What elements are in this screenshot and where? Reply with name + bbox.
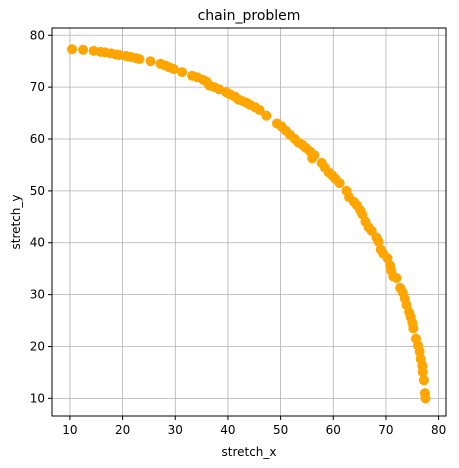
- y-tick-label: 50: [30, 184, 45, 198]
- x-tick-label: 40: [220, 423, 235, 437]
- y-tick-label: 30: [30, 288, 45, 302]
- x-tick-label: 10: [62, 423, 77, 437]
- data-point: [418, 375, 429, 386]
- y-tick-label: 80: [30, 28, 45, 42]
- axis-ticks: 10 20 30 40 50 60 70 80 10 20 30 40 50 60 70 80: [30, 28, 447, 437]
- data-point: [334, 178, 345, 189]
- x-tick-label: 60: [326, 423, 341, 437]
- x-tick-label: 70: [378, 423, 393, 437]
- x-tick-label: 80: [431, 423, 446, 437]
- y-axis-label: stretch_y: [9, 194, 23, 249]
- data-point: [373, 236, 384, 247]
- data-point: [408, 323, 419, 334]
- data-point: [261, 110, 272, 121]
- data-point: [67, 44, 78, 55]
- data-point: [145, 56, 156, 67]
- data-point: [177, 67, 188, 78]
- data-point: [78, 44, 89, 55]
- y-tick-label: 20: [30, 339, 45, 353]
- data-point: [417, 366, 428, 377]
- data-point: [254, 104, 265, 115]
- data-point: [309, 150, 320, 161]
- data-point: [391, 273, 402, 284]
- x-tick-label: 20: [115, 423, 130, 437]
- chart-title: chain_problem: [198, 8, 301, 24]
- y-tick-label: 60: [30, 132, 45, 146]
- data-points: [67, 44, 431, 404]
- y-tick-label: 10: [30, 391, 45, 405]
- grid: [52, 28, 446, 416]
- x-axis-label: stretch_x: [221, 445, 276, 459]
- x-tick-label: 50: [273, 423, 288, 437]
- x-tick-label: 30: [168, 423, 183, 437]
- y-tick-label: 70: [30, 80, 45, 94]
- data-point: [134, 54, 145, 65]
- data-point: [168, 63, 179, 74]
- y-tick-label: 40: [30, 236, 45, 250]
- data-point: [420, 393, 431, 404]
- plot-area-frame: [51, 27, 447, 417]
